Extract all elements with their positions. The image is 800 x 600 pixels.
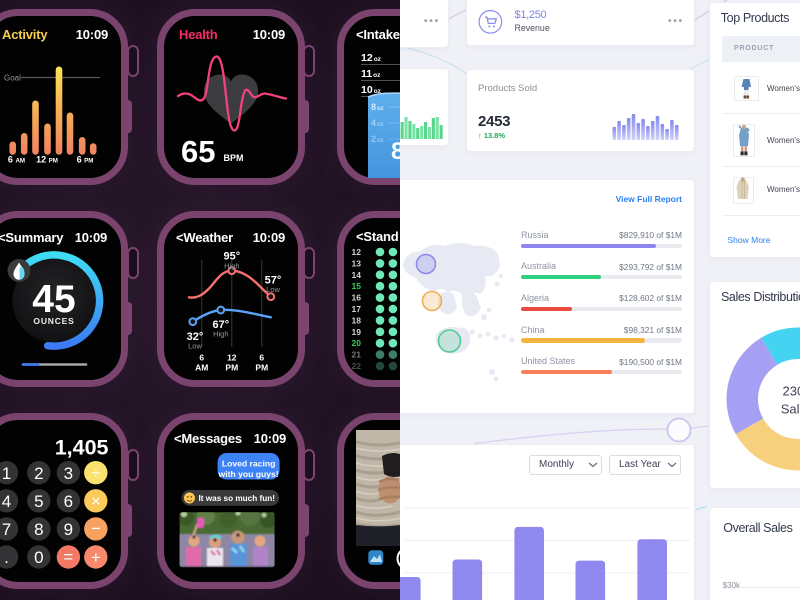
svg-text:12oz: 12oz [361,52,382,64]
svg-text:.: . [4,548,9,567]
svg-text:−: − [91,519,101,538]
svg-text:2oz: 2oz [371,134,384,144]
svg-text:2304: 2304 [783,384,800,399]
svg-text:95°: 95° [223,251,240,263]
svg-text:5: 5 [34,492,43,511]
svg-text:9: 9 [64,520,73,539]
svg-text:10:09: 10:09 [253,27,285,42]
svg-text:High: High [213,330,228,339]
svg-text:57°: 57° [265,275,282,287]
svg-text:65: 65 [181,134,215,169]
svg-text:10:09: 10:09 [76,27,108,42]
svg-text:8oz: 8oz [371,102,384,112]
svg-text:18: 18 [352,315,362,325]
svg-text:0: 0 [34,548,43,567]
svg-text:6 AM: 6 AM [8,155,25,165]
svg-text:13: 13 [352,258,362,268]
svg-text:10:09: 10:09 [254,431,286,446]
svg-text:with you guys!: with you guys! [218,469,279,479]
svg-text:<Messages: <Messages [174,431,242,446]
svg-text:8: 8 [34,520,43,539]
svg-text:14: 14 [352,270,362,280]
svg-text:=: = [63,548,73,567]
svg-text:<Weather: <Weather [176,230,233,245]
svg-text:AM: AM [195,363,208,373]
svg-text:×: × [91,492,101,511]
svg-text:12: 12 [227,353,237,363]
svg-text:6: 6 [64,492,73,511]
svg-text:BPM: BPM [224,153,244,163]
svg-text:PM: PM [225,363,238,373]
svg-text:22: 22 [352,361,362,371]
svg-text:Low: Low [188,342,202,351]
svg-text:11oz: 11oz [361,68,381,80]
svg-text:6 PM: 6 PM [77,155,94,165]
svg-text:<Summary: <Summary [0,230,64,245]
svg-text:<Intake: <Intake [356,27,400,42]
svg-text:15: 15 [352,281,362,291]
svg-text:<Stand: <Stand [356,229,399,244]
svg-text:1,405: 1,405 [55,436,109,460]
svg-text:67°: 67° [212,319,229,331]
svg-text:4oz: 4oz [371,118,384,128]
svg-text:Low: Low [266,285,280,294]
svg-text:Activity: Activity [2,27,48,42]
svg-text:High: High [224,262,239,271]
svg-text:Sales: Sales [781,402,800,417]
svg-text:12 PM: 12 PM [36,155,58,165]
svg-text:PM: PM [255,363,268,373]
svg-text:45: 45 [32,278,75,321]
svg-text:32°: 32° [187,331,204,343]
svg-text:16: 16 [352,293,362,303]
svg-text:2: 2 [34,464,43,483]
svg-text:Goal: Goal [4,74,21,83]
svg-text:OUNCES: OUNCES [33,316,74,326]
svg-text:8oz: 8oz [391,138,400,165]
svg-text:÷: ÷ [91,463,100,482]
svg-text:19: 19 [352,327,362,337]
svg-text:Loved racing: Loved racing [222,459,275,469]
svg-text:7: 7 [2,520,11,539]
svg-text:12: 12 [352,247,362,257]
svg-text:10:09: 10:09 [75,230,107,245]
svg-text:21: 21 [352,350,362,360]
svg-text:17: 17 [352,304,362,314]
svg-text:6: 6 [259,353,264,363]
svg-text:10:09: 10:09 [253,230,285,245]
svg-text:4: 4 [2,492,11,511]
svg-text:+: + [91,548,101,567]
svg-text:It was so much fun!: It was so much fun! [199,494,275,503]
svg-text:Health: Health [179,27,218,42]
svg-text:3: 3 [64,464,73,483]
svg-text:6: 6 [199,353,204,363]
svg-text:20: 20 [352,338,362,348]
svg-text:1: 1 [2,464,11,483]
